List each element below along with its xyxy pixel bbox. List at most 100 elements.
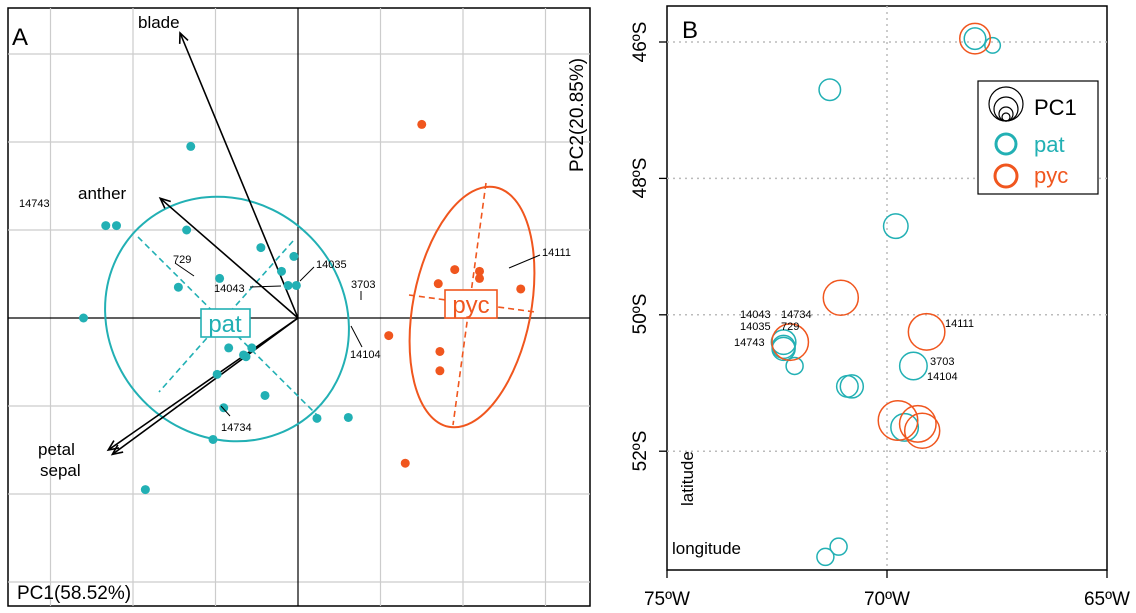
pyc-site-bubble [907,312,946,351]
panel-a-points [79,119,526,495]
loading-label-blade: blade [138,13,180,32]
pyc-point [384,331,394,341]
loading-arrowhead-blade [178,31,189,44]
panel-a-pca-biplot: pat pyc blade anther petal sepal 14743 7… [7,7,591,607]
pyc-site-bubble [903,412,941,449]
label-14035: 14035 [316,259,347,271]
panel-b-ticks [659,41,1108,578]
loading-label-petal: petal [38,440,75,459]
y-tick-46s: 46ºS [630,22,651,63]
map-label-729: 729 [781,321,799,333]
pat-site-bubble [882,213,909,240]
legend-pat-symbol [994,132,1018,156]
y-tick-52s: 52ºS [630,431,651,472]
panel-b-xlabel: longitude [672,539,741,558]
panel-b-point-labels: 14043 14734 14035 729 14743 14111 3703 1… [734,309,974,383]
panel-b-ylabel: latitude [678,451,697,506]
y-tick-50s: 50ºS [630,294,651,335]
panel-a-leader-lines [174,254,541,417]
label-14734: 14734 [221,422,252,434]
pat-point [182,225,192,235]
label-14104: 14104 [350,349,381,361]
map-label-14104: 14104 [927,371,958,383]
pat-point [277,266,286,276]
loading-arrow-sepal [107,317,299,451]
pat-point [101,221,111,231]
pyc-group-label: pyc [452,292,489,319]
loading-arrow-anther [159,197,299,319]
pat-point [224,343,234,353]
map-label-14043: 14043 [740,309,771,321]
label-14111: 14111 [542,247,571,259]
panel-b-legend: PC1 pat pyc [977,80,1099,195]
pat-point [291,280,301,290]
pat-point [343,412,353,422]
loading-label-sepal: sepal [40,461,81,480]
panel-a-xlabel: PC1(58.52%) [17,583,131,604]
pat-site-bubble [816,547,835,567]
label-14043: 14043 [214,283,245,295]
pat-site-bubble [835,374,859,398]
pyc-point [417,119,427,129]
pat-point [241,352,251,362]
pat-point [173,282,183,292]
pyc-site-bubble [771,323,810,362]
leader-729 [174,262,195,277]
pat-ellipse-major-axis [137,236,319,417]
pat-point [247,343,257,353]
pat-label-box [200,308,251,338]
legend-pyc-label: pyc [1034,163,1068,188]
pat-point [312,413,322,423]
pat-point [140,485,150,495]
map-label-14734: 14734 [781,309,812,321]
panel-a-point-labels: 14743 729 14043 14035 3703 14104 14734 1… [19,198,571,434]
label-729: 729 [173,254,191,266]
y-tick-48s: 48ºS [630,158,651,199]
pyc-point [450,265,460,275]
pat-site-bubble [890,412,920,442]
map-label-14743: 14743 [734,337,765,349]
leader-14104 [350,325,363,348]
pat-point [208,434,218,444]
pat-ellipse [104,195,350,443]
pyc-point [433,279,443,289]
panel-a-letter: A [12,24,28,51]
pyc-point [475,273,484,283]
pat-point [186,141,196,151]
pat-group-label: pat [208,311,242,338]
map-label-14111: 14111 [945,318,974,330]
pat-site-bubble [963,27,987,51]
pat-point [289,251,299,261]
label-3703: 3703 [351,279,375,291]
pat-point [256,243,266,253]
panel-b-letter: B [682,17,698,44]
legend-title: PC1 [1034,95,1077,120]
pyc-point [475,266,484,276]
legend-pc1-size-icon [988,86,1024,122]
map-label-3703: 3703 [930,356,954,368]
x-tick-70w: 70ºW [864,589,910,610]
pat-site-bubble [898,351,928,381]
loading-label-anther: anther [78,184,127,203]
loading-arrowhead-anther [158,197,171,209]
loading-arrowhead-sepal [106,440,120,452]
legend-pyc-symbol [993,163,1019,189]
pat-point [283,280,293,290]
pyc-point [516,284,526,294]
panel-b-bubbles [770,22,1002,567]
pat-site-bubble [984,36,1002,54]
panel-a-ylabel: PC2(20.85%) [567,58,588,172]
pat-point [112,221,121,231]
loading-arrow-petal [111,317,299,456]
pat-point [260,390,270,400]
pyc-site-bubble [877,400,919,442]
leader-14043 [249,285,282,288]
legend-pat-label: pat [1034,132,1065,157]
pyc-site-bubble [898,404,937,443]
pat-point [215,273,225,283]
pat-site-bubble [829,537,848,556]
pyc-point [435,366,445,376]
pyc-site-bubble [959,22,991,55]
pyc-point [435,346,445,356]
